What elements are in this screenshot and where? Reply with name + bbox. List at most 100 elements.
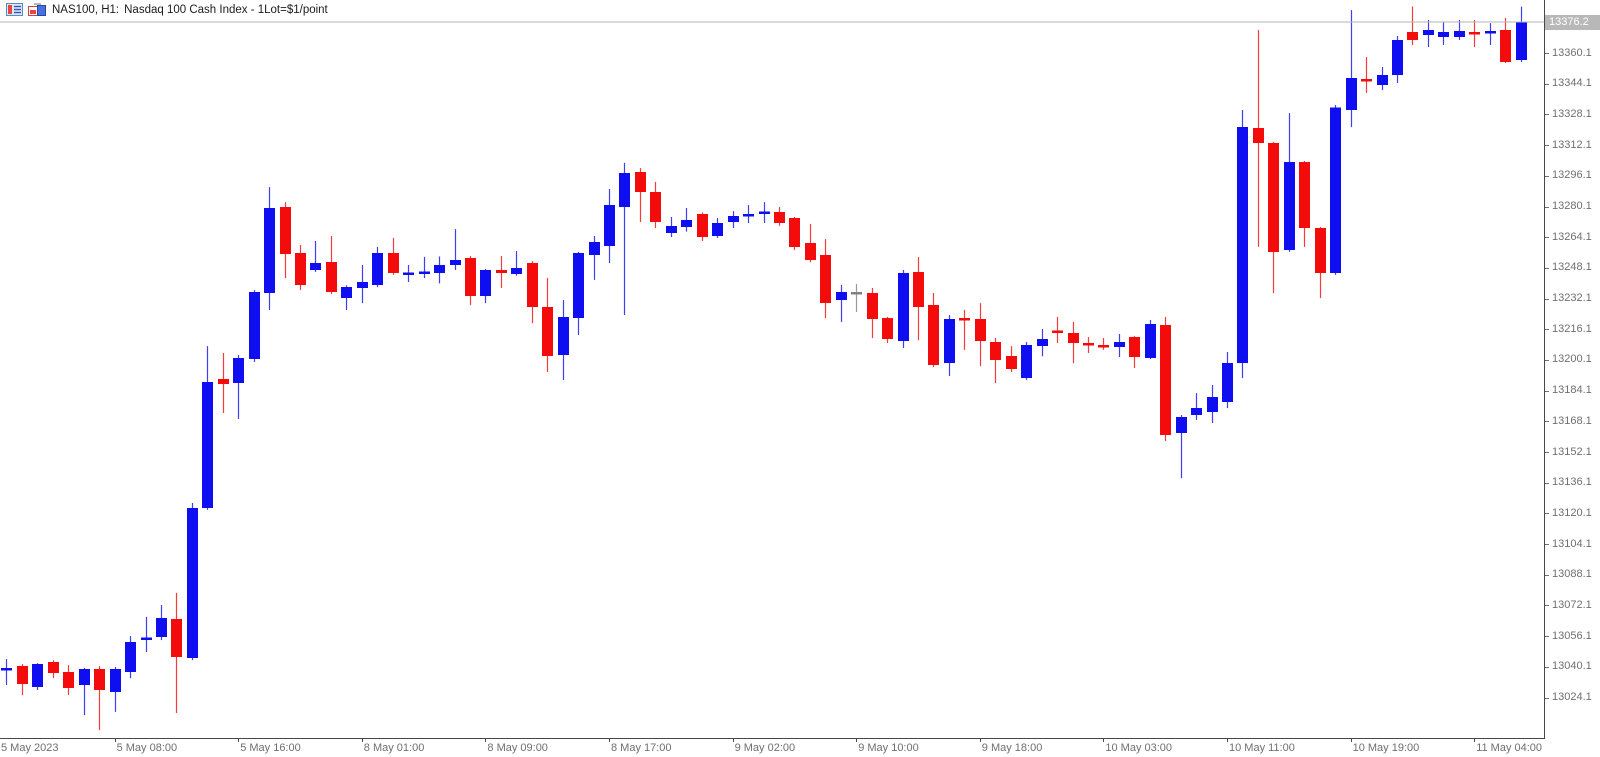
candle-body [558,316,569,356]
candle [1021,342,1032,381]
candle [1191,393,1202,420]
candle [666,217,677,237]
candle-body [990,342,1001,361]
candle [94,666,105,731]
candle [141,616,152,652]
candle-body [1098,345,1109,348]
candle-body [635,172,646,192]
candle [264,187,275,310]
price-axis-tick [1545,237,1549,239]
candle [697,212,708,241]
candle [959,310,970,350]
price-axis-label: 13200.1 [1552,353,1592,366]
candle [110,667,121,712]
candle [712,218,723,238]
price-axis[interactable]: 13376.2 13360.1 13344.1 13328.1 13312.1 1329… [1545,0,1600,757]
candle-body [326,262,337,292]
candle-body [928,305,939,366]
time-axis-line [0,738,1545,739]
candle-body [697,214,708,237]
candle-body [759,211,770,215]
candle [774,207,785,226]
candle [1207,385,1218,423]
candle-body [94,669,105,690]
candle-body [1346,78,1357,110]
candle [79,667,90,716]
candle [1083,337,1094,353]
candle-body [1176,417,1187,433]
time-axis-label: 9 May 18:00 [981,742,1043,754]
candle [851,284,862,312]
candle-body [1485,31,1496,34]
candle [573,251,584,335]
quotes-list-icon[interactable] [6,3,23,16]
candle-body [681,220,692,227]
candle [372,246,383,288]
candle-body [527,263,538,307]
candle-body [1516,22,1527,61]
price-axis-tick [1545,544,1549,545]
candle [357,265,368,304]
time-axis-tick [238,738,240,742]
candle [1407,6,1418,45]
candle [1392,36,1403,83]
time-axis-label: 8 May 09:00 [487,742,548,754]
candle [280,202,291,278]
price-axis-label: 13024.1 [1552,691,1592,703]
candle [1438,22,1449,45]
price-axis-label: 13328.1 [1552,107,1592,120]
time-axis[interactable]: 5 May 2023 5 May 08:00 5 May 16:00 8 May 01… [0,738,1545,757]
price-axis-label: 13248.1 [1552,261,1592,274]
price-axis-tick [1545,329,1549,331]
candle-body [1237,127,1248,364]
candle [805,223,816,263]
candle-body [589,242,600,255]
price-axis-tick [1545,605,1549,607]
chart-windows-icon[interactable] [28,3,47,16]
candle [218,353,229,413]
candle-body [1083,342,1094,346]
candle-body [1423,30,1434,35]
price-axis-tick [1545,114,1549,116]
candle-body [1438,31,1449,38]
candle [295,245,306,291]
candle-body [1145,324,1156,358]
candle-body [944,319,955,364]
candle-body [419,271,430,274]
candle [882,316,893,343]
candle-body [496,270,507,274]
time-axis-tick [979,738,981,742]
price-axis-label: 13056.1 [1552,629,1592,642]
time-axis-tick [856,738,858,742]
price-axis-tick [1545,298,1549,300]
candle [635,168,646,222]
candle-body [1253,128,1264,143]
candle-body [187,508,198,658]
candle-body [650,192,661,222]
candle-body [882,318,893,339]
time-axis-tick [1474,738,1476,742]
candle [63,665,74,695]
candle [1485,23,1496,45]
time-axis-label: 8 May 17:00 [611,742,672,754]
price-axis-tick [1545,482,1549,484]
candle-body [1500,30,1511,62]
candle-body [728,216,739,222]
candle [975,303,986,367]
candle-body [1377,75,1388,86]
time-axis-label: 8 May 01:00 [363,742,425,754]
candle [1068,321,1079,364]
candle-body [913,272,924,307]
candle [1114,334,1125,357]
candle [388,237,399,275]
candle-body [836,292,847,301]
candle-body [372,253,383,286]
current-price-tag: 13376.2 [1545,14,1600,30]
candle [1129,336,1140,368]
candlestick-chart[interactable] [0,0,1544,738]
candle [1330,105,1341,275]
candle-body [450,260,461,265]
price-axis-tick [1545,513,1549,515]
time-axis-label: 10 May 19:00 [1352,742,1420,754]
